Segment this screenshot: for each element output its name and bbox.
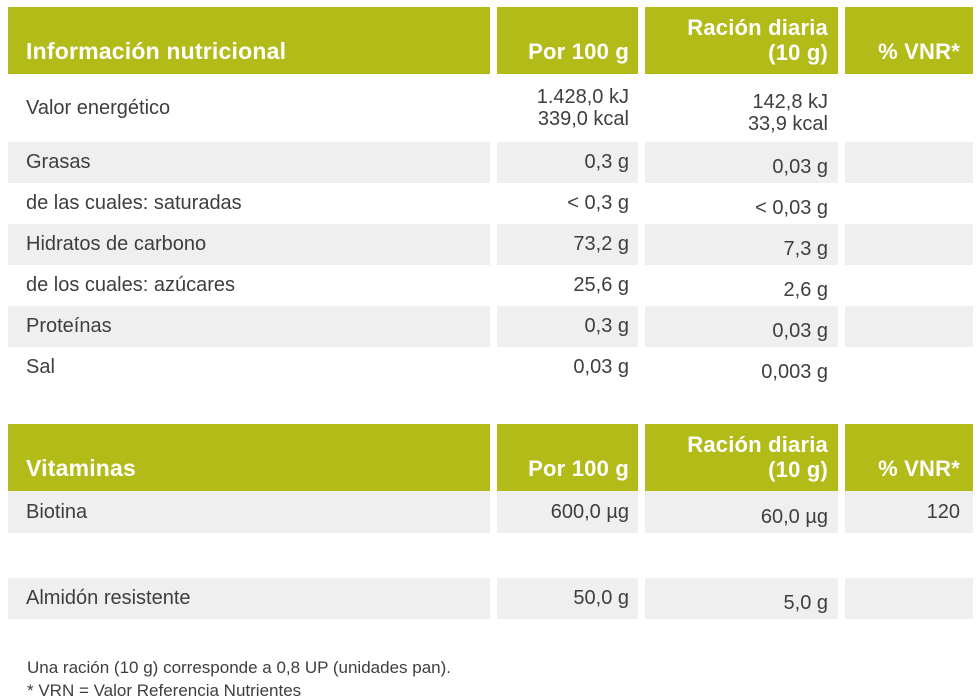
header-racion-diaria: Ración diaria (10 g) [645,7,838,74]
cell-per100: 25,6 g [573,274,629,296]
row-label: de las cuales: saturadas [26,192,242,214]
row-label: Hidratos de carbono [8,224,490,265]
cell-per100: 0,3 g [497,306,638,347]
cell-per100: < 0,3 g [567,192,629,214]
cell-per100: 73,2 g [497,224,638,265]
cell-racion: 60,0 µg [645,491,838,533]
cell-vnr [845,74,973,142]
cell-racion: 0,03 g [645,142,838,183]
header-racion-diaria-lines: Ración diaria (10 g) [687,15,828,65]
table-row-saturadas: de las cuales: saturadas < 0,3 g < 0,03 … [8,183,973,224]
vitamins-header-racion-line2: (10 g) [768,457,828,482]
row-label: Almidón resistente [8,578,490,619]
vitamins-header-row: Vitaminas Por 100 g Ración diaria (10 g)… [8,424,973,491]
table-row-grasas: Grasas 0,3 g 0,03 g [8,142,973,183]
cell-racion: 142,8 kJ 33,9 kcal [645,74,838,142]
footnote-vrn: * VRN = Valor Referencia Nutrientes [27,681,302,700]
cell-vnr [845,578,973,619]
vitamins-header-per-100g: Por 100 g [497,424,638,491]
row-label: Biotina [8,491,490,533]
cell-vnr [845,347,973,388]
cell-per100: 50,0 g [497,578,638,619]
cell-per100: 600,0 µg [497,491,638,533]
table-row-hidratos: Hidratos de carbono 73,2 g 7,3 g [8,224,973,265]
cell-racion: 5,0 g [645,578,838,619]
footnotes: Una ración (10 g) corresponde a 0,8 UP (… [27,656,980,700]
table-row-proteinas: Proteínas 0,3 g 0,03 g [8,306,973,347]
section-gap [0,533,980,578]
header-racion-line1: Ración diaria [687,15,828,40]
energy-racion-values: 142,8 kJ 33,9 kcal [748,91,828,135]
energy-per100-kcal: 339,0 kcal [537,108,629,130]
main-table-header-row: Información nutricional Por 100 g Ración… [8,7,973,74]
vitamins-header-racion-line1: Ración diaria [687,432,828,457]
cell-racion: < 0,03 g [755,197,828,219]
header-racion-line2: (10 g) [768,40,828,65]
starch-table: Almidón resistente 50,0 g 5,0 g [8,578,973,619]
cell-racion: 7,3 g [645,224,838,265]
cell-racion: 2,6 g [783,279,828,301]
header-vnr: % VNR* [845,7,973,74]
vitamins-header-racion-diaria: Ración diaria (10 g) [645,424,838,491]
energy-racion-kcal: 33,9 kcal [747,113,828,135]
cell-racion: 0,003 g [761,361,828,383]
energy-per100-values: 1.428,0 kJ 339,0 kcal [537,86,629,130]
row-label: Valor energético [26,96,171,119]
table-row-azucares: de los cuales: azúcares 25,6 g 2,6 g [8,265,973,306]
table-row-sal: Sal 0,03 g 0,003 g [8,347,973,388]
row-label: Sal [26,356,55,378]
section-gap [0,388,980,424]
table-row-almidon: Almidón resistente 50,0 g 5,0 g [8,578,973,619]
cell-vnr [845,183,973,224]
cell-vnr [845,142,973,183]
vitamins-header-vnr: % VNR* [845,424,973,491]
vitamins-header-title: Vitaminas [8,424,490,491]
row-label: de los cuales: azúcares [26,274,236,296]
cell-vnr: 120 [845,491,973,533]
header-per-100g: Por 100 g [497,7,638,74]
vitamins-header-racion-lines: Ración diaria (10 g) [687,432,828,482]
cell-vnr [845,265,973,306]
cell-per100: 0,03 g [573,356,629,378]
cell-racion: 0,03 g [645,306,838,347]
cell-per100: 0,3 g [497,142,638,183]
energy-racion-kj: 142,8 kJ [752,91,828,113]
vitamins-table: Vitaminas Por 100 g Ración diaria (10 g)… [8,424,973,533]
table-row-biotina: Biotina 600,0 µg 60,0 µg 120 [8,491,973,533]
cell-vnr [845,224,973,265]
top-margin [0,0,980,7]
row-label: Grasas [8,142,490,183]
table-row-valor-energetico: Valor energético 1.428,0 kJ 339,0 kcal 1… [8,74,973,142]
cell-per100: 1.428,0 kJ 339,0 kcal [497,74,638,142]
header-title: Información nutricional [8,7,490,74]
main-nutrition-table: Información nutricional Por 100 g Ración… [8,7,973,388]
energy-per100-kj: 1.428,0 kJ [536,86,629,108]
row-label: Proteínas [8,306,490,347]
cell-vnr [845,306,973,347]
footnote-ration: Una ración (10 g) corresponde a 0,8 UP (… [27,658,451,677]
